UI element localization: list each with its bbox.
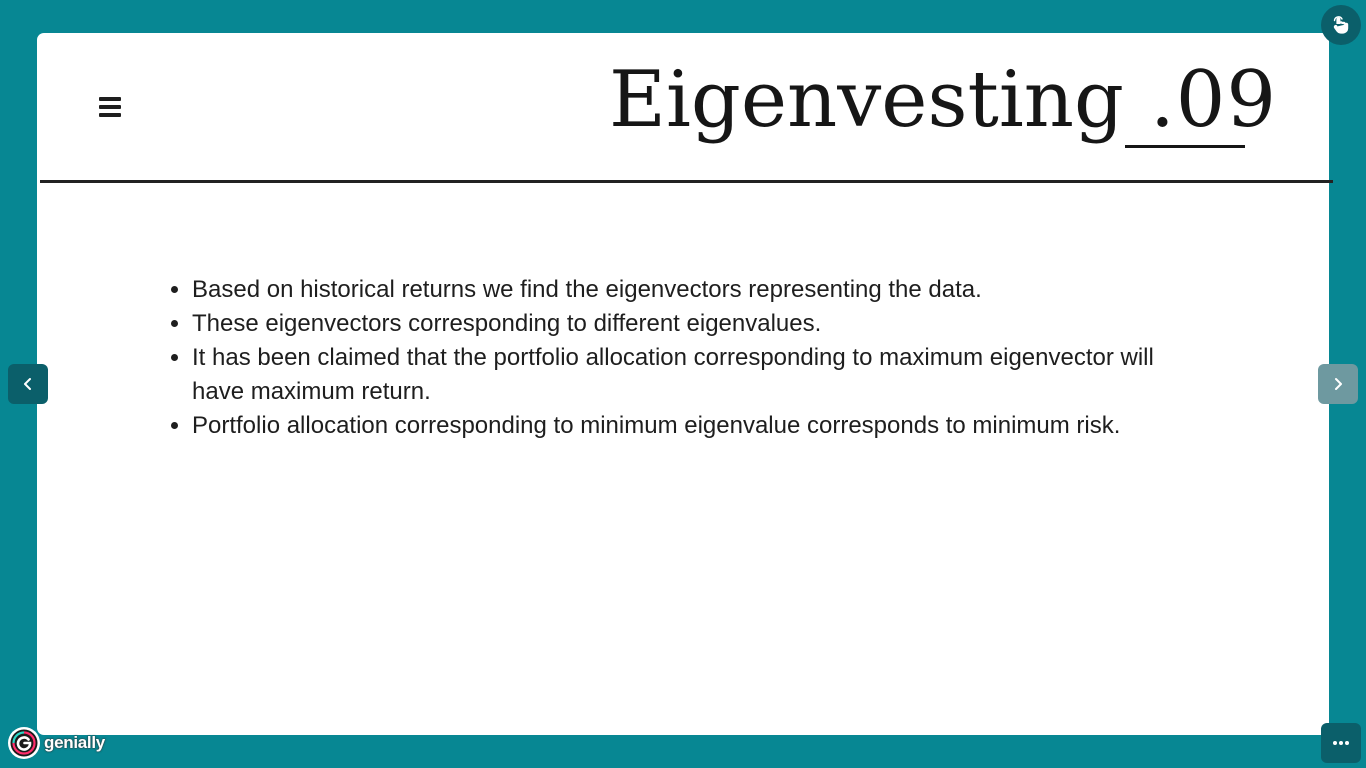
brand-name: genially [44, 733, 105, 752]
genially-logo-icon [8, 727, 40, 759]
hand-pointer-icon [1333, 16, 1349, 34]
bullet-item: Based on historical returns we find the … [192, 273, 1182, 307]
ellipsis-icon [1333, 741, 1349, 745]
next-slide-button[interactable] [1318, 364, 1358, 404]
bullet-item: These eigenvectors corresponding to diff… [192, 307, 1182, 341]
slide-canvas: Eigenvesting.09 Based on historical retu… [37, 33, 1333, 735]
title-underline [1125, 145, 1245, 148]
genially-brand-link[interactable]: genially [8, 726, 105, 760]
title-text: Eigenvesting [609, 55, 1124, 145]
bullet-list: Based on historical returns we find the … [167, 273, 1182, 443]
header-divider [40, 180, 1333, 183]
bullet-item: Portfolio allocation corresponding to mi… [192, 409, 1182, 443]
chevron-left-icon [24, 378, 31, 390]
hamburger-menu-icon[interactable] [99, 97, 121, 117]
interactivity-button[interactable] [1321, 5, 1361, 45]
more-options-button[interactable] [1321, 723, 1361, 763]
title-suffix: .09 [1149, 55, 1277, 145]
slide-title: Eigenvesting .09 [609, 61, 1277, 139]
bullet-item: It has been claimed that the portfolio a… [192, 341, 1182, 409]
previous-slide-button[interactable] [8, 364, 48, 404]
chevron-right-icon [1335, 378, 1342, 390]
